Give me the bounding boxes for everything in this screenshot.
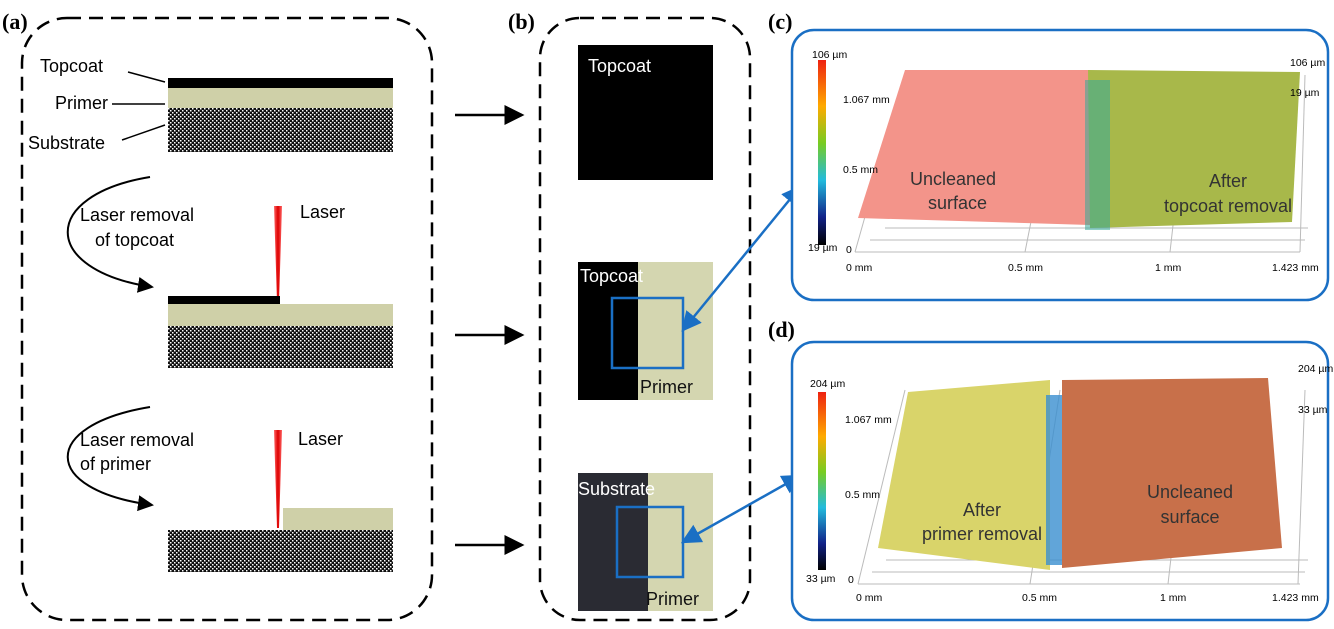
x-tick-label: 1.423 mm xyxy=(1272,262,1319,274)
region-label: After xyxy=(963,500,1001,520)
substrate-layer xyxy=(168,530,393,572)
y-tick-label: 0 xyxy=(846,244,852,256)
y-tick-label: 1.067 mm xyxy=(843,94,890,106)
x-tick-label: 0.5 mm xyxy=(1022,592,1057,604)
x-tick-label: 1 mm xyxy=(1155,262,1182,274)
y-tick-label: 0.5 mm xyxy=(845,489,880,501)
topcoat-layer xyxy=(168,78,393,88)
x-tick-label: 1 mm xyxy=(1160,592,1187,604)
colorbar xyxy=(818,392,826,570)
region-label: After xyxy=(1209,171,1247,191)
region-label: topcoat removal xyxy=(1164,196,1292,216)
colorbar-label: 204 µm xyxy=(810,378,845,390)
colorbar-label: 106 µm xyxy=(812,49,847,61)
surface-edge xyxy=(1046,395,1062,565)
x-tick-label: 0 mm xyxy=(856,592,883,604)
photo-label: Primer xyxy=(646,589,699,609)
panel-label: (b) xyxy=(508,9,535,34)
layer-label: Primer xyxy=(55,93,108,113)
panel-label: (c) xyxy=(768,9,792,34)
leader-line xyxy=(122,125,165,140)
x-tick-label: 0 mm xyxy=(846,262,873,274)
link-arrow xyxy=(683,187,800,330)
surface-edge xyxy=(1085,80,1110,230)
region-label: primer removal xyxy=(922,524,1042,544)
photo-label: Topcoat xyxy=(588,56,651,76)
photo-label: Primer xyxy=(640,377,693,397)
x-tick-label: 0.5 mm xyxy=(1008,262,1043,274)
step-text: Laser removal xyxy=(80,205,194,225)
page: {"panels": { "a": {"label": "(a)", "laye… xyxy=(0,0,1334,629)
layer-label: Substrate xyxy=(28,133,105,153)
substrate-layer xyxy=(168,326,393,368)
step-text: Laser removal xyxy=(80,430,194,450)
step-text: of topcoat xyxy=(95,230,174,250)
primer-layer xyxy=(283,508,393,530)
y-tick-label: 1.067 mm xyxy=(845,414,892,426)
z-tick-label: 19 µm xyxy=(1290,87,1320,99)
primer-layer xyxy=(168,304,393,326)
colorbar-label: 33 µm xyxy=(806,573,836,585)
surface-uncleaned xyxy=(1062,378,1282,568)
primer-layer xyxy=(168,88,393,108)
laser-label: Laser xyxy=(300,202,345,222)
x-tick-label: 1.423 mm xyxy=(1272,592,1319,604)
y-tick-label: 0 xyxy=(848,574,854,586)
region-label: Uncleaned xyxy=(1147,482,1233,502)
region-label: Uncleaned xyxy=(910,169,996,189)
layer-label: Topcoat xyxy=(40,56,103,76)
panel-label: (a) xyxy=(2,9,28,34)
colorbar xyxy=(818,60,826,245)
laser-beam xyxy=(274,430,282,528)
figure: (a) Topcoat Primer Substrate Laser remov… xyxy=(0,0,1334,629)
leader-line xyxy=(128,72,165,82)
region-label: surface xyxy=(1160,507,1219,527)
panel-label: (d) xyxy=(768,317,795,342)
laser-beam xyxy=(274,206,282,302)
z-tick-label: 204 µm xyxy=(1298,363,1333,375)
region-label: surface xyxy=(928,193,987,213)
substrate-layer xyxy=(168,108,393,152)
topcoat-layer xyxy=(168,296,280,304)
z-tick-label: 33 µm xyxy=(1298,404,1328,416)
colorbar-label: 19 µm xyxy=(808,242,838,254)
z-tick-label: 106 µm xyxy=(1290,57,1325,69)
laser-label: Laser xyxy=(298,429,343,449)
photo-label: Substrate xyxy=(578,479,655,499)
step-text: of primer xyxy=(80,454,151,474)
photo-label: Topcoat xyxy=(580,266,643,286)
y-tick-label: 0.5 mm xyxy=(843,164,878,176)
